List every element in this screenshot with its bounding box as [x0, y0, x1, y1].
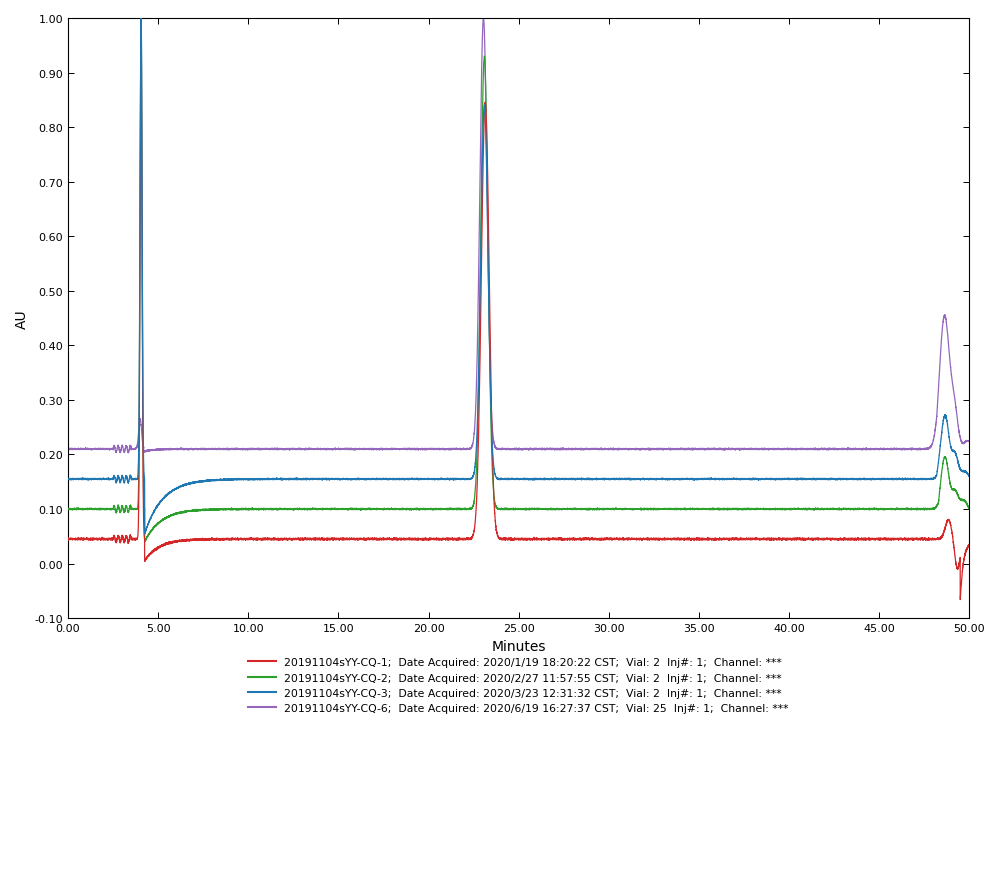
Y-axis label: AU: AU: [15, 309, 29, 328]
X-axis label: Minutes: Minutes: [491, 639, 546, 653]
Legend: 20191104sYY-CQ-1;  Date Acquired: 2020/1/19 18:20:22 CST;  Vial: 2  Inj#: 1;  Ch: 20191104sYY-CQ-1; Date Acquired: 2020/1/…: [244, 653, 793, 718]
